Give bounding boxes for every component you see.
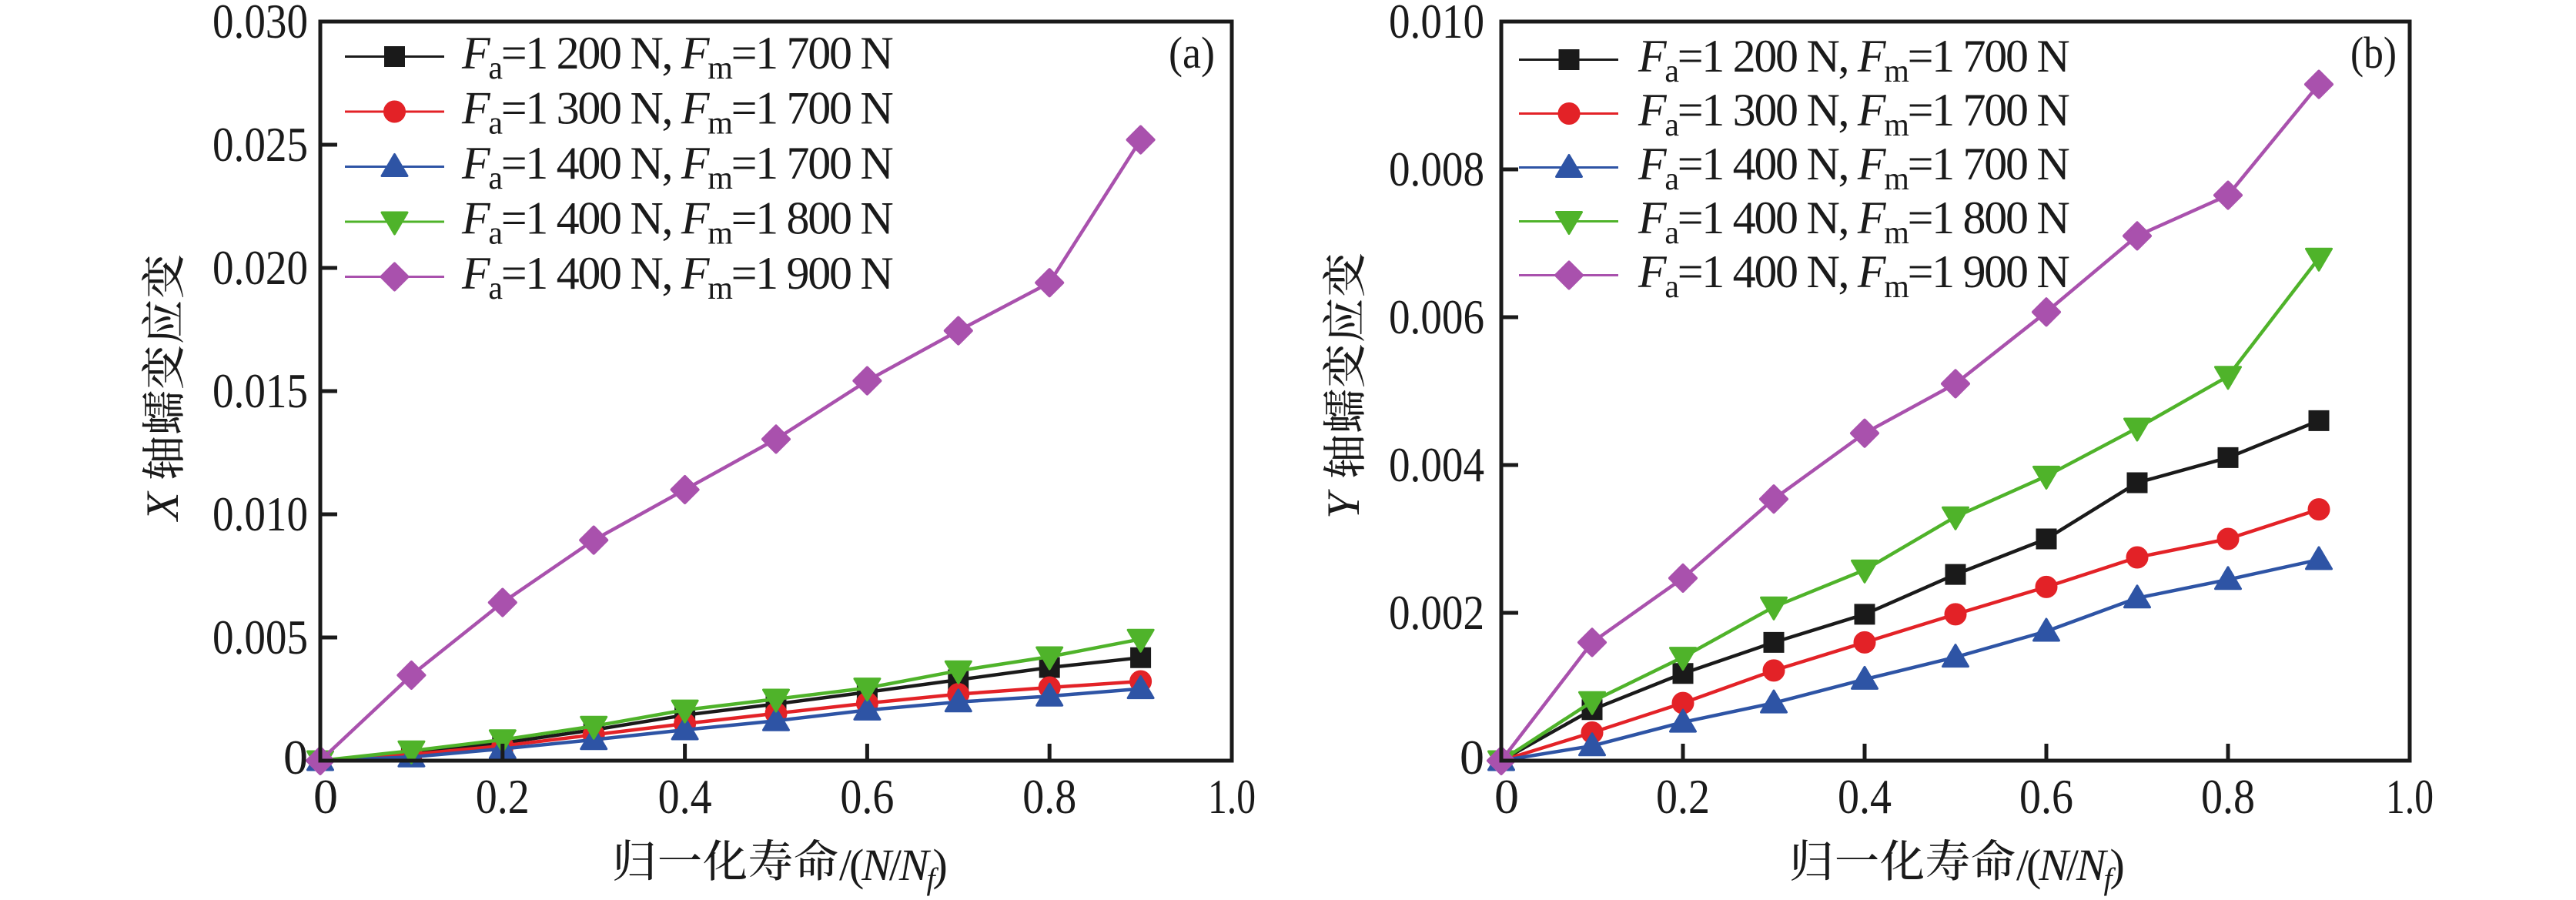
svg-text:Fa=1 400 N, Fm=1 800 N: Fa=1 400 N, Fm=1 800 N — [1638, 192, 2069, 251]
svg-text:0.4: 0.4 — [658, 769, 712, 824]
svg-text:0.2: 0.2 — [476, 769, 530, 824]
svg-text:0.020: 0.020 — [212, 240, 308, 295]
svg-text:/(N/Nf): /(N/Nf) — [839, 840, 945, 896]
svg-text:0.4: 0.4 — [1838, 769, 1892, 824]
svg-text:0.004: 0.004 — [1389, 437, 1484, 492]
svg-text:Fa=1 300 N, Fm=1 700 N: Fa=1 300 N, Fm=1 700 N — [1638, 85, 2069, 143]
svg-text:0.030: 0.030 — [212, 0, 308, 49]
svg-text:0.006: 0.006 — [1389, 289, 1484, 344]
svg-text:0.005: 0.005 — [212, 610, 308, 664]
svg-text:0.6: 0.6 — [840, 769, 894, 824]
svg-text:Fa=1 200 N, Fm=1 700 N: Fa=1 200 N, Fm=1 700 N — [461, 28, 892, 86]
svg-text:0: 0 — [1494, 769, 1519, 824]
svg-text:Fa=1 400 N, Fm=1 900 N: Fa=1 400 N, Fm=1 900 N — [461, 248, 892, 306]
svg-text:(b): (b) — [2350, 28, 2397, 78]
svg-text:0: 0 — [1460, 730, 1484, 785]
svg-text:/(N/Nf): /(N/Nf) — [2016, 840, 2123, 896]
svg-text:0.8: 0.8 — [1022, 769, 1076, 824]
svg-text:0.015: 0.015 — [212, 363, 308, 418]
svg-text:Fa=1 400 N, Fm=1 700 N: Fa=1 400 N, Fm=1 700 N — [1638, 139, 2069, 197]
svg-text:1.0: 1.0 — [1208, 769, 1256, 824]
svg-text:0.010: 0.010 — [1389, 0, 1484, 49]
svg-text:0.002: 0.002 — [1389, 585, 1484, 640]
svg-text:0.6: 0.6 — [2019, 769, 2073, 824]
svg-text:Fa=1 400 N, Fm=1 900 N: Fa=1 400 N, Fm=1 900 N — [1638, 246, 2069, 305]
svg-text:0.010: 0.010 — [212, 487, 308, 541]
svg-text:0.008: 0.008 — [1389, 142, 1484, 196]
svg-text:(a): (a) — [1169, 28, 1215, 78]
svg-text:Fa=1 300 N, Fm=1 700 N: Fa=1 300 N, Fm=1 700 N — [461, 83, 892, 142]
svg-text:Y: Y — [1318, 489, 1369, 519]
svg-text:Fa=1 400 N, Fm=1 800 N: Fa=1 400 N, Fm=1 800 N — [461, 193, 892, 252]
svg-text:Fa=1 200 N, Fm=1 700 N: Fa=1 200 N, Fm=1 700 N — [1638, 31, 2069, 89]
svg-text:0: 0 — [283, 730, 308, 785]
svg-text:Fa=1 400 N, Fm=1 700 N: Fa=1 400 N, Fm=1 700 N — [461, 138, 892, 196]
svg-text:1.0: 1.0 — [2386, 769, 2434, 824]
svg-text:0.025: 0.025 — [212, 117, 308, 172]
svg-text:0: 0 — [313, 769, 338, 824]
svg-text:0.2: 0.2 — [1656, 769, 1710, 824]
svg-text:0.8: 0.8 — [2201, 769, 2255, 824]
svg-text:X: X — [137, 490, 188, 522]
